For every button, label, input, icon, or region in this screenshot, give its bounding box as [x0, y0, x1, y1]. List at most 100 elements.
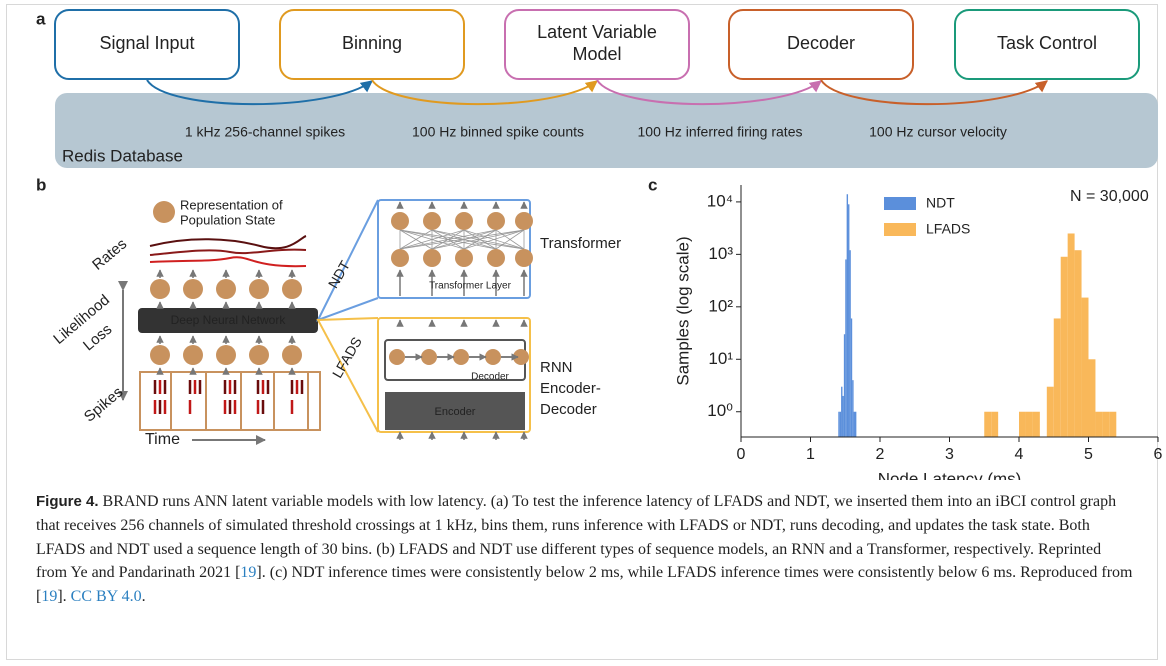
unit — [421, 349, 437, 365]
y-tick-label: 10⁴ — [707, 191, 733, 210]
caption-label: Figure 4. — [36, 493, 99, 510]
caption-text: ]. — [57, 588, 70, 605]
histogram-bar — [840, 412, 841, 437]
y-tick-label: 10³ — [708, 244, 733, 263]
diagram-label: Deep Neural Network — [171, 313, 287, 327]
node-label: Decoder — [787, 33, 855, 53]
y-tick-label: 10² — [708, 296, 733, 315]
unit — [455, 249, 473, 267]
x-tick-label: 4 — [1015, 446, 1024, 463]
node-label: Binning — [342, 33, 402, 53]
unit — [282, 279, 302, 299]
unit — [455, 212, 473, 230]
caption-text: . — [142, 588, 146, 605]
panel-label: a — [36, 9, 46, 28]
diagram-label: Transformer — [540, 235, 621, 252]
unit — [216, 279, 236, 299]
x-tick-label: 3 — [945, 446, 954, 463]
caption-link[interactable]: CC BY 4.0 — [71, 588, 142, 605]
y-tick-label: 10⁰ — [707, 401, 733, 420]
page-body: 1 kHz 256-channel spikes 100 Hz binned sp… — [0, 0, 1166, 666]
database-label: Redis Database — [62, 146, 183, 165]
unit — [282, 345, 302, 365]
figure: 1 kHz 256-channel spikes 100 Hz binned sp… — [0, 0, 1166, 480]
histogram-bar — [1033, 412, 1040, 437]
histogram-bar — [1075, 250, 1082, 437]
caption: Figure 4. BRAND runs ANN latent variable… — [36, 490, 1136, 609]
panel-a: 1 kHz 256-channel spikes 100 Hz binned sp… — [55, 10, 1158, 168]
x-tick-label: 1 — [806, 446, 815, 463]
histogram-bar — [1047, 387, 1054, 437]
diagram-label: Decoder — [471, 372, 509, 383]
histogram-bar — [852, 380, 853, 437]
histogram-bar — [1109, 412, 1116, 437]
lfads-link — [318, 318, 378, 432]
edge-label: 100 Hz inferred firing rates — [638, 124, 803, 140]
x-tick-label: 2 — [876, 446, 885, 463]
y-axis-label: Samples (log scale) — [673, 236, 692, 385]
node-label: Task Control — [997, 33, 1097, 53]
y-tick-label: 10¹ — [708, 349, 733, 368]
edge-label: 1 kHz 256-channel spikes — [185, 124, 345, 140]
unit — [485, 349, 501, 365]
x-tick-label: 5 — [1084, 446, 1093, 463]
annotation: N = 30,000 — [1070, 188, 1149, 205]
diagram-label: Encoder — [435, 406, 476, 418]
caption-link[interactable]: 19 — [41, 588, 57, 605]
unit — [423, 212, 441, 230]
diagram-label: NDT — [325, 258, 353, 291]
node-label: Signal Input — [99, 33, 194, 53]
edge-label: 100 Hz cursor velocity — [869, 124, 1007, 140]
edge-label: 100 Hz binned spike counts — [412, 124, 584, 140]
panel-label: b — [36, 175, 46, 194]
histogram-bar — [847, 194, 848, 437]
legend-swatch — [884, 223, 916, 236]
x-tick-label: 0 — [737, 446, 746, 463]
diagram-label: RNN — [540, 359, 573, 376]
unit — [515, 212, 533, 230]
histogram-bar — [848, 204, 849, 437]
histogram-bar — [1068, 233, 1075, 437]
histogram-bar — [851, 318, 852, 437]
unit — [150, 345, 170, 365]
legend-label: LFADS — [926, 221, 970, 237]
unit — [391, 212, 409, 230]
unit — [487, 249, 505, 267]
histogram-bar — [1102, 412, 1109, 437]
page: {"panel_labels": ["a", "b", "c"], "panel… — [0, 0, 1166, 666]
histogram-bar — [1054, 318, 1061, 437]
histogram-bar — [854, 412, 855, 437]
panel-label: c — [648, 175, 657, 194]
x-axis-label: Node Latency (ms) — [878, 469, 1022, 480]
ndt-link — [318, 200, 378, 320]
unit — [183, 279, 203, 299]
diagram-label: Rates — [89, 235, 130, 273]
histogram-bar — [849, 250, 850, 437]
histogram-bar — [1019, 412, 1026, 437]
unit — [487, 212, 505, 230]
unit — [389, 349, 405, 365]
histogram-bar — [838, 412, 839, 437]
diagram-label: Encoder- — [540, 380, 601, 397]
legend-swatch — [884, 197, 916, 210]
unit — [249, 279, 269, 299]
diagram-label: Decoder — [540, 401, 597, 418]
histogram-bar — [842, 396, 843, 437]
histogram-bar — [1082, 298, 1089, 437]
diagram-label: Spikes — [81, 384, 126, 426]
histogram-bar — [855, 412, 856, 437]
state-icon — [153, 201, 175, 223]
histogram-bar — [845, 259, 846, 437]
rate-curve — [150, 236, 306, 248]
unit — [423, 249, 441, 267]
diagram-label: Transformer Layer — [429, 281, 512, 292]
unit — [150, 279, 170, 299]
histogram-bar — [984, 412, 991, 437]
caption-link[interactable]: 19 — [240, 564, 256, 581]
unit — [391, 249, 409, 267]
histogram-bar — [844, 334, 845, 437]
diagram-label: Time — [145, 431, 180, 448]
rate-curve — [150, 257, 306, 266]
